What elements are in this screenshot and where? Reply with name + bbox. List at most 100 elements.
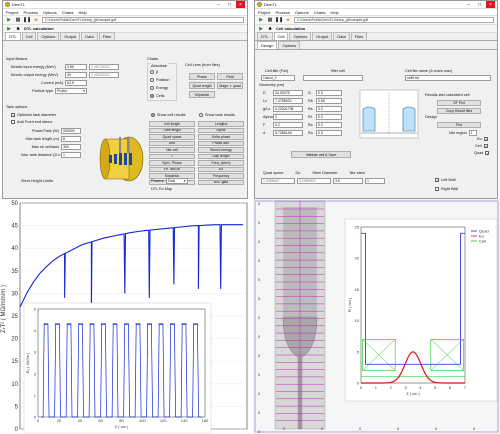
- play-icon[interactable]: ▶: [7, 25, 11, 32]
- kin-in-input[interactable]: 3.50: [65, 64, 87, 70]
- phase-adv-button[interactable]: Phase adv.: [198, 140, 244, 146]
- acc-gain-button[interactable]: Acc. gain: [198, 179, 244, 185]
- show-tank-radio[interactable]: [199, 113, 203, 117]
- sync-phase-button[interactable]: Sync. Phase: [149, 160, 195, 166]
- magn-quad-button[interactable]: Magn. L quad: [217, 82, 243, 89]
- eo-button[interactable]: Eo: [198, 166, 244, 172]
- gap-length-button[interactable]: Gap length: [198, 153, 244, 159]
- run-icon[interactable]: ▶: [259, 17, 263, 23]
- menu-charts[interactable]: Charts: [61, 9, 74, 15]
- tab-dtl[interactable]: DTL: [257, 32, 273, 40]
- copy-result-button[interactable]: Copy Result files: [437, 108, 481, 114]
- abscisse-position-radio[interactable]: [150, 78, 154, 82]
- geo-input[interactable]: 0.2: [316, 114, 342, 120]
- tab-cell[interactable]: Cell: [21, 32, 37, 40]
- pause-icon[interactable]: ❚❚: [22, 17, 32, 23]
- kilpatrick-button[interactable]: Kilpatrick: [189, 91, 215, 98]
- menu-project[interactable]: Project: [258, 9, 271, 15]
- geo-input[interactable]: 24.03075: [273, 90, 303, 96]
- folder-icon[interactable]: ▰: [286, 17, 290, 23]
- phase-button[interactable]: Phase: [189, 73, 215, 80]
- tab-dtl[interactable]: DTL: [5, 32, 21, 40]
- stored-energy-button[interactable]: Stored energy: [198, 147, 244, 153]
- folder-icon[interactable]: ▰: [34, 17, 38, 23]
- menu-options[interactable]: Options: [42, 9, 57, 15]
- geo-input[interactable]: 0.2: [316, 106, 342, 112]
- tab-design-options[interactable]: Options: [278, 41, 301, 49]
- tab-options[interactable]: Options: [37, 32, 60, 40]
- pause-icon[interactable]: ❚❚: [274, 17, 284, 23]
- quad-space-button[interactable]: Quad space: [149, 134, 195, 140]
- lengths-button[interactable]: Lengths: [198, 121, 244, 127]
- frequency-button[interactable]: Frequency: [198, 173, 244, 179]
- maximize-button[interactable]: □: [477, 1, 482, 8]
- cell-title-input[interactable]: Calcul_3: [261, 75, 295, 81]
- freq-stem-button[interactable]: Freq. (stem): [198, 160, 244, 166]
- tab-data[interactable]: Data: [333, 32, 350, 40]
- unknown-result-button[interactable]: ?: [149, 153, 195, 159]
- menu-options[interactable]: Options: [294, 9, 309, 15]
- quad-checkbox[interactable]: ✓: [485, 151, 490, 156]
- play-icon[interactable]: ▶: [259, 25, 263, 32]
- inter-tank-input[interactable]: 1: [61, 152, 81, 158]
- geo-input[interactable]: 0.2: [316, 122, 342, 128]
- abscisse-cells-radio[interactable]: [150, 94, 154, 98]
- max-length-input[interactable]: 8: [61, 136, 81, 142]
- stop-icon[interactable]: ■: [268, 25, 272, 32]
- menu-charts[interactable]: Charts: [313, 9, 326, 15]
- menu-help[interactable]: Help: [78, 9, 87, 15]
- delta-phase-button[interactable]: Delta phase: [198, 134, 244, 140]
- field-button[interactable]: Field: [217, 73, 243, 80]
- menu-process[interactable]: Process: [275, 9, 290, 15]
- tab-data[interactable]: Data: [81, 32, 98, 40]
- geo-input[interactable]: 0.0: [316, 90, 342, 96]
- minimize-button[interactable]: –: [467, 1, 470, 8]
- close-button[interactable]: ×: [236, 1, 245, 8]
- geo-input[interactable]: 5.7286148: [273, 130, 303, 136]
- geo-input[interactable]: 7.4788032: [273, 98, 303, 104]
- filter-cell-input[interactable]: [303, 75, 363, 81]
- abscisse-energy-radio[interactable]: [150, 86, 154, 90]
- kin-out-input[interactable]: 40: [65, 72, 87, 78]
- power-input[interactable]: 000000: [61, 128, 81, 134]
- nbr-cell-button[interactable]: Nbr cell: [149, 147, 195, 153]
- sf-plot-button[interactable]: SF Plot: [437, 100, 481, 106]
- close-button[interactable]: ×: [486, 1, 495, 8]
- current-input[interactable]: 62.5: [65, 80, 87, 86]
- menu-project[interactable]: Project: [6, 9, 19, 15]
- ph-adv-ch-button[interactable]: Ph. adv.ch: [149, 166, 195, 172]
- particle-select[interactable]: Proton ▾: [55, 88, 87, 94]
- nbr-stem-input[interactable]: 1: [365, 178, 385, 184]
- eo-checkbox[interactable]: ✓: [483, 137, 489, 142]
- tab-cell[interactable]: Cell: [273, 32, 289, 40]
- menu-process[interactable]: Process: [23, 9, 38, 15]
- quad-length-button[interactable]: Quad length: [189, 82, 215, 89]
- run-icon[interactable]: ▶: [7, 17, 11, 23]
- tab-output[interactable]: Output: [312, 32, 333, 40]
- grid-icon[interactable]: ▦: [267, 17, 273, 23]
- cell-checkbox[interactable]: ✓: [483, 144, 488, 149]
- nbr-region-input[interactable]: 1: [468, 130, 477, 136]
- left-wall-checkbox[interactable]: ✓: [435, 178, 440, 183]
- minimize-button[interactable]: –: [217, 1, 220, 8]
- menu-help[interactable]: Help: [330, 9, 339, 15]
- max-cell-input[interactable]: 300: [61, 144, 81, 150]
- optimize-tank-checkbox[interactable]: ✓: [11, 113, 16, 118]
- stop-icon[interactable]: ■: [16, 25, 20, 32]
- project-path[interactable]: C:\Users\Public\DemTL\Setup_g\Example.gd…: [42, 17, 244, 23]
- tab-files[interactable]: Files: [98, 32, 116, 40]
- tab-options[interactable]: Options: [289, 32, 312, 40]
- maximize-button[interactable]: □: [227, 1, 232, 8]
- geo-input[interactable]: 0.22001798: [273, 106, 303, 112]
- tab-files[interactable]: Files: [350, 32, 368, 40]
- geo-input[interactable]: 0: [273, 114, 303, 120]
- geo-input[interactable]: 0.65: [316, 98, 342, 104]
- powers-select[interactable]: Total ▾: [165, 178, 188, 184]
- plot-button[interactable]: Plot: [437, 122, 481, 128]
- tab-output[interactable]: Output: [60, 32, 81, 40]
- project-path[interactable]: C:\Users\Public\DemTL\Setup_g\Example.gd…: [294, 17, 494, 23]
- tube-length-button[interactable]: Tube length: [149, 127, 195, 133]
- geo-input[interactable]: 0.2: [273, 122, 303, 128]
- tab-design[interactable]: Design: [257, 41, 278, 49]
- stem-diameter-input[interactable]: 3.5: [333, 178, 363, 184]
